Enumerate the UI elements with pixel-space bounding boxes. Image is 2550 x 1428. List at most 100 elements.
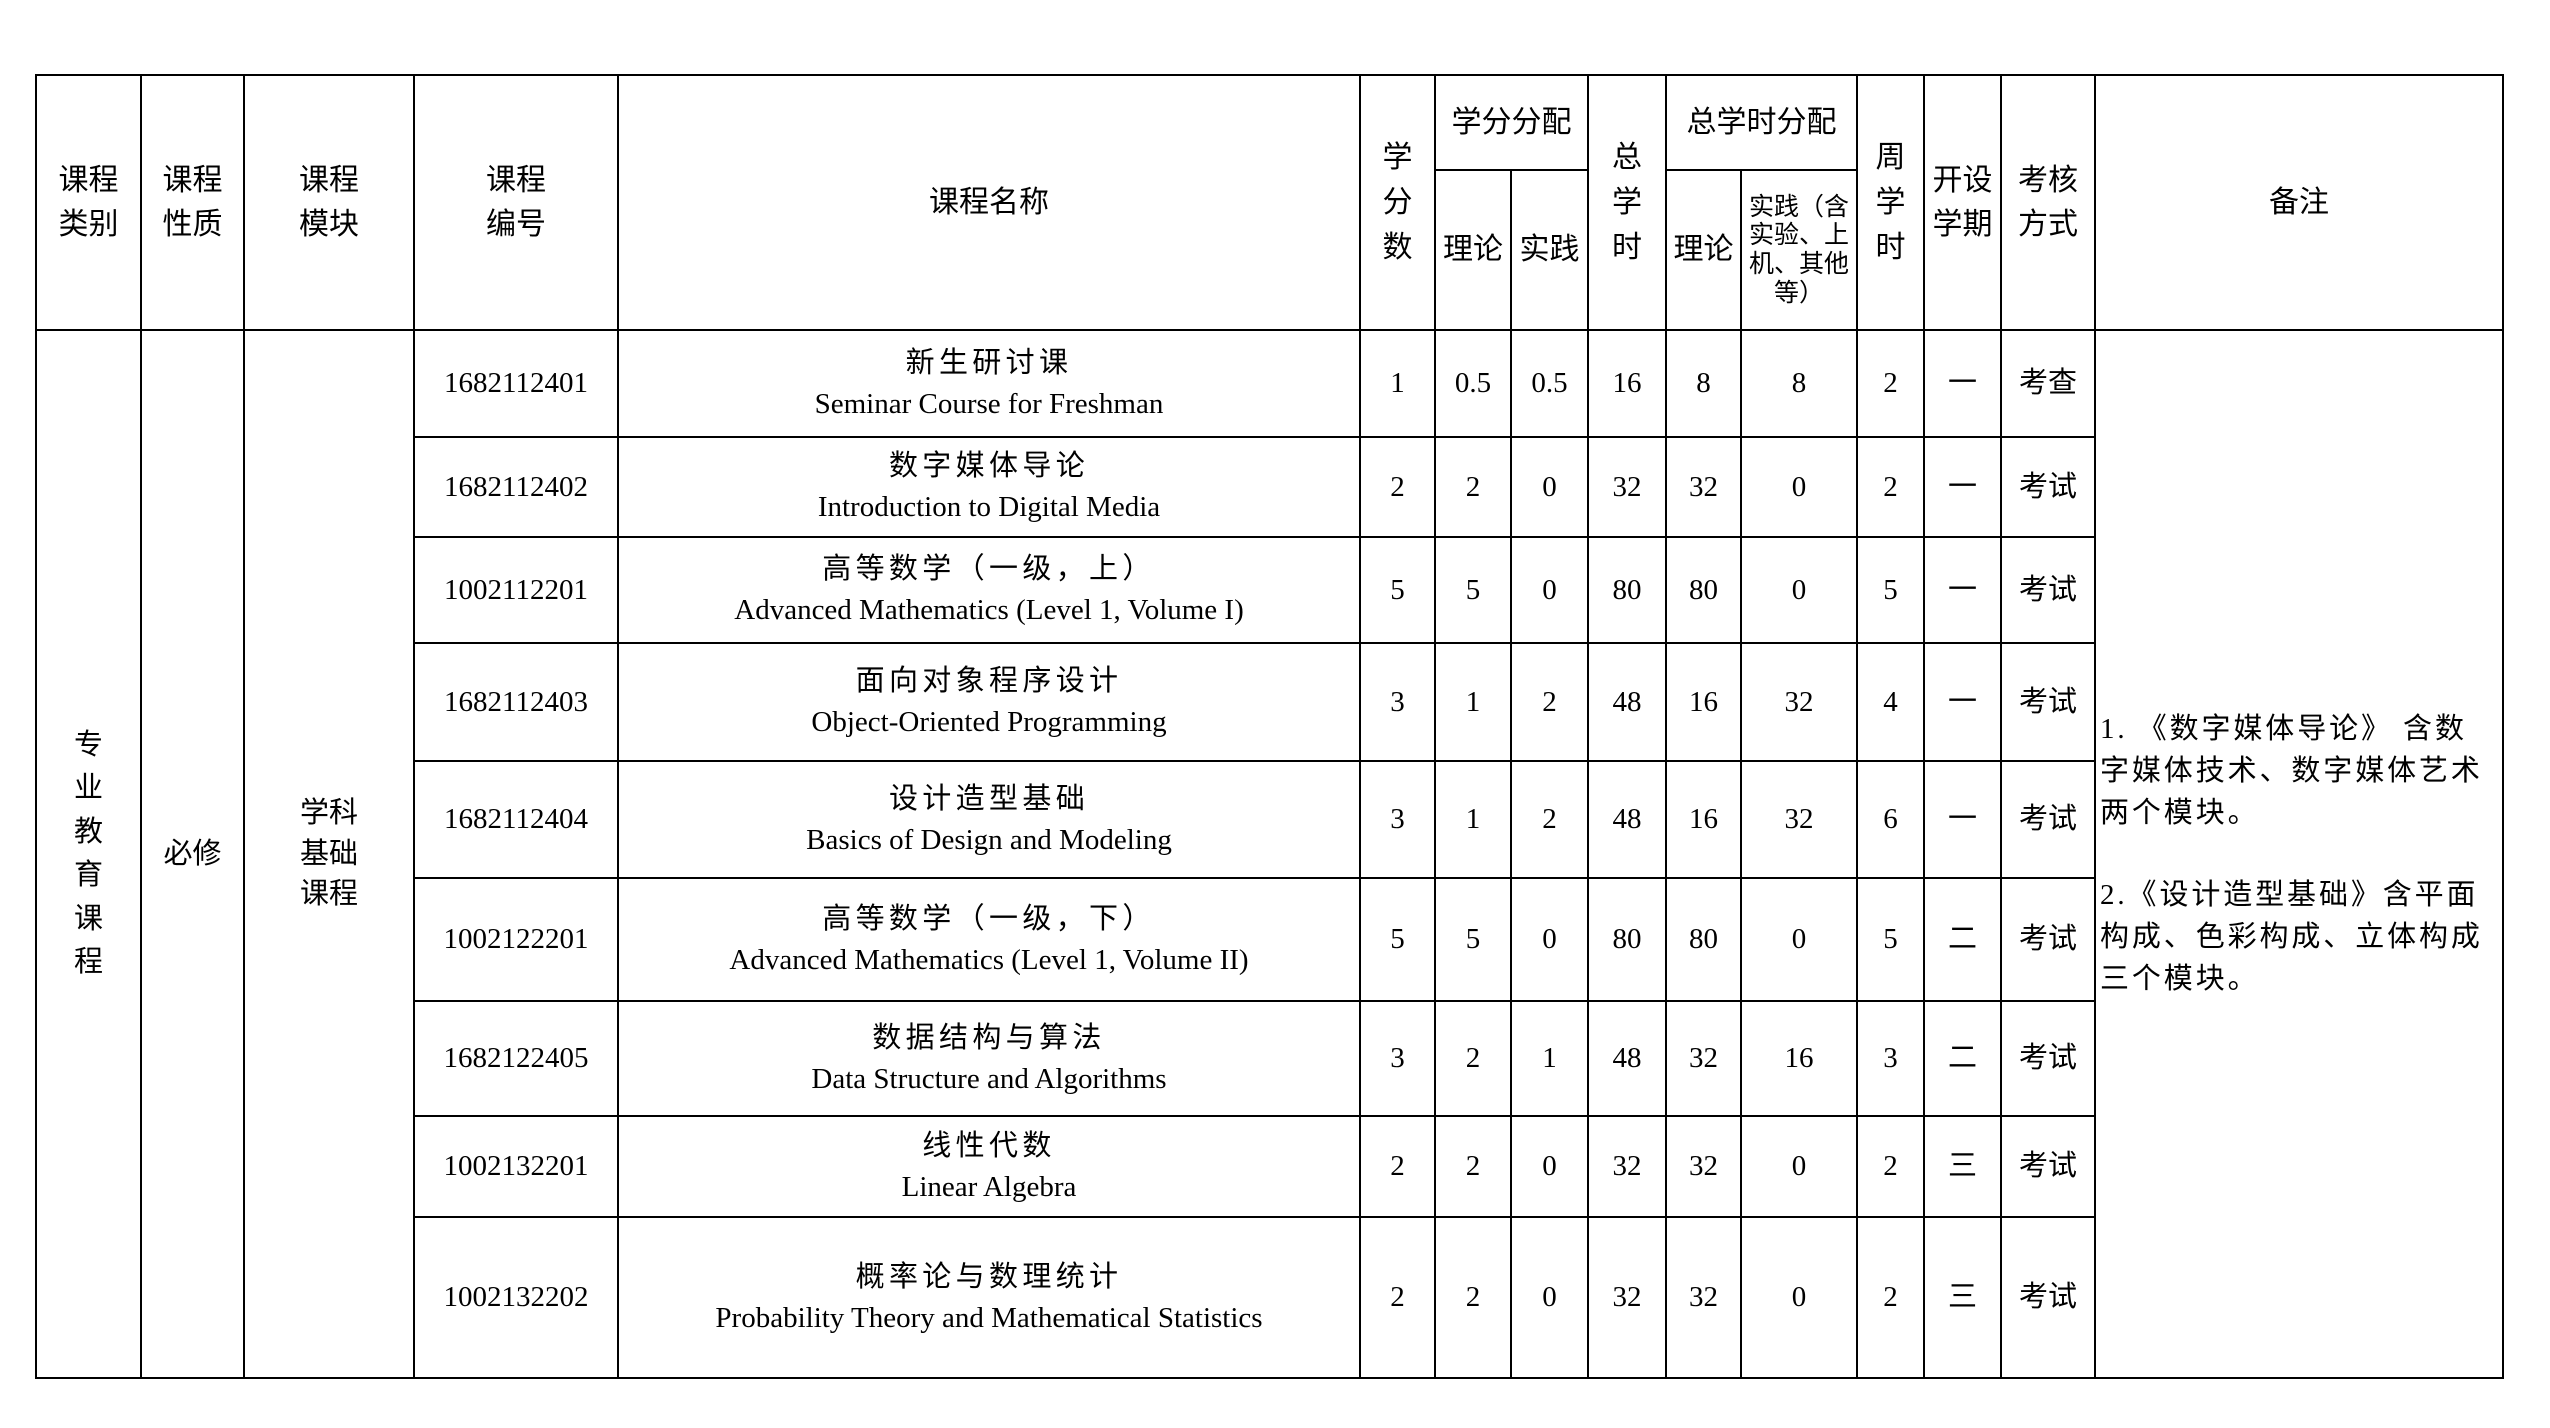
weekly-hours-cell: 2 [1856, 329, 1925, 438]
course-name-cell: 新生研讨课 Seminar Course for Freshman [617, 329, 1361, 438]
practice-credits-cell: 0.5 [1510, 329, 1589, 438]
header-weekly-hours: 周学时 [1856, 74, 1925, 331]
table-row: 1002132202 概率论与数理统计 Probability Theory and… [36, 1216, 2503, 1379]
course-name-en: Data Structure and Algorithms [811, 1062, 1167, 1095]
credits-cell: 2 [1359, 1216, 1436, 1379]
course-name-cn: 数据结构与算法 [872, 1021, 1106, 1054]
theory-hours-cell: 80 [1665, 536, 1742, 644]
theory-hours-cell: 32 [1665, 1216, 1742, 1379]
course-name-en: Advanced Mathematics (Level 1, Volume II… [729, 943, 1249, 976]
total-hours-cell: 80 [1587, 877, 1667, 1002]
course-name-en: Linear Algebra [901, 1170, 1077, 1203]
credits-cell: 1 [1359, 329, 1436, 438]
weekly-hours-cell: 2 [1856, 1216, 1925, 1379]
practice-hours-cell: 0 [1740, 1216, 1858, 1379]
assessment-cell: 考试 [2000, 760, 2096, 879]
remark-2: 2.《设计造型基础》含平面构成、色彩构成、立体构成三个模块。 [2100, 879, 2483, 996]
practice-hours-cell: 0 [1740, 436, 1858, 538]
semester-cell: 一 [1923, 436, 2002, 538]
theory-credits-cell: 5 [1434, 877, 1512, 1002]
total-hours-cell: 48 [1587, 760, 1667, 879]
practice-hours-cell: 0 [1740, 877, 1858, 1002]
course-code-cell: 1002132202 [413, 1216, 619, 1379]
table-row: 专业教育课程 必修 学科基础课程 1682112401 新生研讨课 Seminar Cou… [35, 329, 2504, 1379]
practice-credits-cell: 2 [1510, 642, 1589, 762]
weekly-hours-cell: 2 [1856, 436, 1925, 538]
credits-cell: 2 [1359, 1115, 1436, 1218]
assessment-cell: 考查 [2000, 329, 2096, 438]
weekly-hours-cell: 5 [1856, 536, 1925, 644]
header-module: 课程模块 [243, 74, 415, 331]
course-module-cell: 学科基础课程 [243, 329, 415, 1379]
theory-credits-cell: 1 [1434, 642, 1512, 762]
header-hours-theory: 理论 [1665, 169, 1742, 331]
course-code-cell: 1002122201 [413, 877, 619, 1002]
semester-cell: 一 [1923, 329, 2002, 438]
theory-hours-cell: 32 [1665, 1000, 1742, 1117]
theory-hours-cell: 16 [1665, 760, 1742, 879]
practice-hours-cell: 8 [1740, 329, 1858, 438]
total-hours-cell: 32 [1587, 436, 1667, 538]
course-name-cell: 数据结构与算法 Data Structure and Algorithms [617, 1000, 1361, 1117]
practice-credits-cell: 1 [1510, 1000, 1589, 1117]
semester-cell: 二 [1923, 877, 2002, 1002]
practice-credits-cell: 0 [1510, 436, 1589, 538]
weekly-hours-cell: 5 [1856, 877, 1925, 1002]
credits-cell: 3 [1359, 760, 1436, 879]
practice-credits-cell: 2 [1510, 760, 1589, 879]
theory-credits-cell: 0.5 [1434, 329, 1512, 438]
course-name-cn: 高等数学（一级，下） [822, 902, 1156, 935]
total-hours-cell: 32 [1587, 1115, 1667, 1218]
course-name-cn: 面向对象程序设计 [855, 665, 1123, 698]
header-theory: 理论 [1434, 169, 1512, 331]
theory-hours-cell: 32 [1665, 436, 1742, 538]
theory-hours-cell: 8 [1665, 329, 1742, 438]
header-hours-practice: 实践（含实验、上机、其他等） [1740, 169, 1858, 331]
header-hours-dist: 总学时分配 [1665, 74, 1858, 171]
assessment-cell: 考试 [2000, 1216, 2096, 1379]
weekly-hours-cell: 6 [1856, 760, 1925, 879]
course-code-cell: 1002132201 [413, 1115, 619, 1218]
course-name-cell: 设计造型基础 Basics of Design and Modeling [617, 760, 1361, 879]
header-total-hours: 总学时 [1587, 74, 1667, 331]
table-row: 1002122201 高等数学（一级，下） Advanced Mathematics… [36, 877, 2503, 1002]
weekly-hours-cell: 4 [1856, 642, 1925, 762]
course-name-en: Object-Oriented Programming [811, 706, 1167, 738]
course-code-cell: 1682112402 [413, 436, 619, 538]
header-assessment: 考核方式 [2000, 74, 2096, 331]
course-code-cell: 1002112201 [413, 536, 619, 644]
course-code-cell: 1682112404 [413, 760, 619, 879]
course-name-en: Seminar Course for Freshman [814, 387, 1164, 420]
course-name-en: Advanced Mathematics (Level 1, Volume I) [734, 594, 1244, 626]
semester-cell: 一 [1923, 760, 2002, 879]
assessment-cell: 考试 [2000, 877, 2096, 1002]
table-row: 1002132201 线性代数 Linear Algebra 2 2 0 32 32 0 2 三考试 [36, 1115, 2503, 1218]
header-semester: 开设学期 [1923, 74, 2002, 331]
total-hours-cell: 16 [1587, 329, 1667, 438]
assessment-cell: 考试 [2000, 642, 2096, 762]
table-row: 1002112201 高等数学（一级，上） Advanced Mathematics… [36, 536, 2503, 644]
theory-credits-cell: 2 [1434, 436, 1512, 538]
curriculum-table: 课程类别 课程性质 课程模块 课程编号 课程名称 学分数 学分分配 总学时 总学… [35, 74, 2504, 1379]
theory-hours-cell: 16 [1665, 642, 1742, 762]
course-name-cn: 数字媒体导论 [888, 450, 1090, 483]
course-name-en: Introduction to Digital Media [817, 491, 1161, 523]
course-name-cell: 高等数学（一级，上） Advanced Mathematics (Level 1,… [617, 536, 1361, 644]
theory-credits-cell: 2 [1434, 1000, 1512, 1117]
header-practice: 实践 [1510, 169, 1589, 331]
course-name-cn: 线性代数 [922, 1129, 1056, 1162]
course-code-cell: 1682122405 [413, 1000, 619, 1117]
total-hours-cell: 32 [1587, 1216, 1667, 1379]
assessment-cell: 考试 [2000, 436, 2096, 538]
credits-cell: 5 [1359, 536, 1436, 644]
header-credit-dist: 学分分配 [1434, 74, 1589, 171]
course-code-cell: 1682112401 [413, 329, 619, 438]
credits-cell: 5 [1359, 877, 1436, 1002]
theory-credits-cell: 2 [1434, 1115, 1512, 1218]
total-hours-cell: 48 [1587, 642, 1667, 762]
semester-cell: 三 [1923, 1216, 2002, 1379]
practice-credits-cell: 0 [1510, 877, 1589, 1002]
total-hours-cell: 80 [1587, 536, 1667, 644]
theory-credits-cell: 5 [1434, 536, 1512, 644]
practice-hours-cell: 0 [1740, 536, 1858, 644]
